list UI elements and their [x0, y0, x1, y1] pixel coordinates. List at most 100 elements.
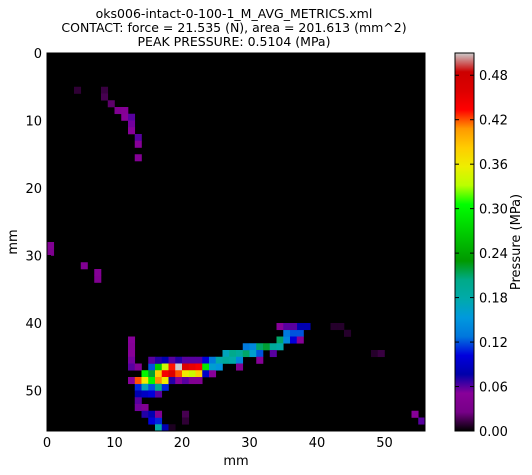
heatmap-cell [141, 404, 149, 412]
heatmap-cell [121, 113, 129, 121]
x-tick-label: 0 [43, 436, 51, 451]
heatmap-cell [256, 356, 264, 364]
heatmap-cell [134, 404, 142, 412]
heatmap-cell [141, 390, 149, 398]
heatmap-cell [155, 410, 163, 418]
heatmap-cell [94, 269, 102, 277]
heatmap-cell [290, 336, 298, 344]
heatmap-cell [242, 343, 250, 351]
y-tick-label: 20 [25, 182, 42, 197]
colorbar-tick-label: 0.24 [479, 247, 508, 262]
heatmap-cell [161, 356, 169, 364]
heatmap-cell [222, 350, 230, 358]
y-tick-label: 30 [25, 250, 42, 265]
heatmap-cell [134, 363, 142, 371]
heatmap-cell [101, 86, 109, 94]
heatmap-cell [283, 323, 291, 331]
heatmap-cell [188, 363, 196, 371]
heatmap-cell [134, 383, 142, 391]
heatmap-cell [283, 336, 291, 344]
heatmap-cell [128, 113, 136, 121]
heatmap-cell [209, 370, 217, 378]
colorbar-tick-label: 0.42 [479, 114, 508, 129]
heatmap-cell [141, 370, 149, 378]
x-tick-label: 50 [376, 436, 393, 451]
y-axis: 0 10 20 30 40 50 [25, 47, 425, 400]
heatmap-cell [155, 370, 163, 378]
heatmap-cell [161, 424, 169, 432]
y-tick-label: 50 [25, 385, 42, 400]
heatmap-cell [155, 383, 163, 391]
heatmap-cell [236, 356, 244, 364]
heatmap-cell [148, 363, 156, 371]
heatmap-cell [148, 377, 156, 385]
heatmap-cell [168, 356, 176, 364]
heatmap-cell [114, 107, 122, 115]
heatmap-cell [296, 323, 304, 331]
heatmap-cell [290, 329, 298, 337]
x-tick-label: 10 [106, 436, 123, 451]
heatmap-cell [256, 350, 264, 358]
heatmap-cell [283, 329, 291, 337]
heatmap-cell [175, 356, 183, 364]
heatmap-cell [188, 370, 196, 378]
heatmap-cell [371, 350, 379, 358]
heatmap-cell [249, 350, 257, 358]
x-tick-label: 20 [174, 436, 191, 451]
heatmap-cell [155, 424, 163, 432]
heatmap-cell [168, 424, 176, 432]
heatmap-cell [175, 377, 183, 385]
heatmap-cell [148, 417, 156, 425]
heatmap-cell [195, 370, 203, 378]
heatmap-cell [134, 377, 142, 385]
heatmap-cell [269, 343, 277, 351]
heatmap-cell [134, 390, 142, 398]
heatmap-cell [195, 377, 203, 385]
heatmap-cell [175, 363, 183, 371]
heatmap-cell [47, 248, 55, 256]
heatmap-cell [236, 363, 244, 371]
colorbar-tick-label: 0.12 [479, 336, 508, 351]
heatmap-cell [155, 377, 163, 385]
heatmap-cell [337, 323, 345, 331]
x-tick-label: 30 [241, 436, 258, 451]
plot-frame [46, 52, 426, 432]
heatmap-cell [188, 377, 196, 385]
heatmap-cell [215, 363, 223, 371]
y-tick-label: 10 [25, 115, 42, 130]
colorbar-label: Pressure (MPa) [509, 194, 524, 290]
heatmap-cell [134, 134, 142, 142]
heatmap-cell [148, 356, 156, 364]
heatmap-cell [128, 377, 136, 385]
heatmap-cell [182, 417, 190, 425]
heatmap-cell [155, 363, 163, 371]
heatmap-cell [256, 343, 264, 351]
heatmap-cell [141, 383, 149, 391]
heatmap-cell [195, 363, 203, 371]
heatmap-cell [276, 343, 284, 351]
heatmap-cell [107, 100, 115, 108]
heatmap-cell [161, 377, 169, 385]
heatmap-cell [242, 350, 250, 358]
heatmap-cell [155, 417, 163, 425]
heatmap-cell [134, 154, 142, 162]
heatmap-cell [377, 350, 385, 358]
colorbar-tick-label: 0.06 [479, 381, 508, 396]
heatmap-cell [276, 336, 284, 344]
y-axis-label: mm [6, 229, 21, 254]
colorbar-tick-label: 0.00 [479, 425, 508, 440]
colorbar-gradient [454, 52, 475, 432]
heatmap-cell [182, 370, 190, 378]
heatmap-cell [134, 397, 142, 405]
heatmap-cell [202, 370, 210, 378]
heatmap-cell [296, 336, 304, 344]
heatmap-cell [411, 410, 419, 418]
heatmap-cell [161, 383, 169, 391]
heatmap-cell [344, 329, 352, 337]
heatmap-cell [80, 262, 88, 270]
heatmap-cell [141, 410, 149, 418]
heatmap-cell [175, 370, 183, 378]
heatmap-cell [128, 350, 136, 358]
heatmap-cell [94, 275, 102, 283]
